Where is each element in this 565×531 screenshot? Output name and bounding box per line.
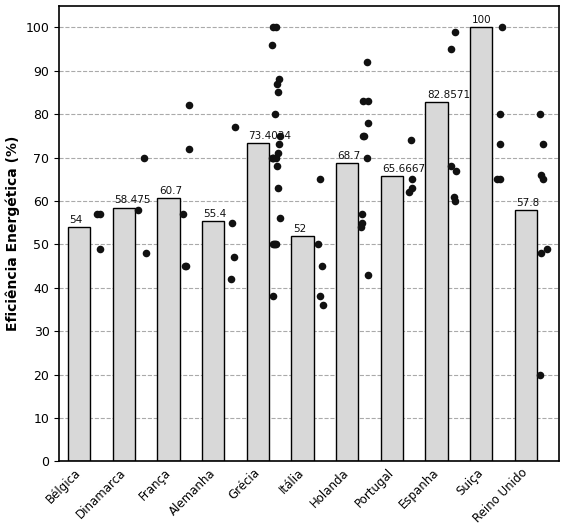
Point bbox=[447, 45, 456, 53]
Point bbox=[231, 123, 240, 131]
Point bbox=[179, 210, 188, 218]
Point bbox=[268, 153, 277, 162]
Y-axis label: Eficiência Energética (%): Eficiência Energética (%) bbox=[6, 136, 20, 331]
Point bbox=[446, 162, 455, 170]
Point bbox=[407, 175, 416, 184]
Text: 55.4: 55.4 bbox=[203, 209, 227, 219]
Point bbox=[357, 222, 366, 231]
Point bbox=[537, 249, 546, 258]
Point bbox=[276, 132, 285, 140]
Bar bbox=[292, 236, 314, 461]
Text: 65.6667: 65.6667 bbox=[382, 164, 425, 174]
Point bbox=[270, 240, 279, 249]
Point bbox=[181, 262, 190, 270]
Point bbox=[268, 240, 277, 249]
Point bbox=[407, 136, 416, 144]
Point bbox=[362, 58, 371, 66]
Point bbox=[318, 262, 327, 270]
Point bbox=[272, 80, 281, 88]
Point bbox=[316, 175, 325, 184]
Bar bbox=[336, 163, 358, 461]
Bar bbox=[158, 198, 180, 461]
Point bbox=[495, 140, 504, 149]
Bar bbox=[247, 143, 269, 461]
Text: 68.7: 68.7 bbox=[337, 151, 360, 161]
Point bbox=[139, 153, 148, 162]
Point bbox=[360, 132, 369, 140]
Text: 82.8571: 82.8571 bbox=[427, 90, 470, 99]
Bar bbox=[470, 27, 493, 461]
Point bbox=[184, 101, 193, 110]
Point bbox=[537, 170, 546, 179]
Point bbox=[319, 301, 328, 310]
Point bbox=[275, 140, 284, 149]
Text: 60.7: 60.7 bbox=[159, 186, 182, 196]
Point bbox=[268, 153, 277, 162]
Point bbox=[270, 240, 279, 249]
Point bbox=[536, 370, 545, 379]
Point bbox=[273, 88, 282, 97]
Point bbox=[268, 292, 277, 301]
Point bbox=[358, 218, 367, 227]
Point bbox=[274, 75, 283, 83]
Point bbox=[142, 249, 151, 258]
Point bbox=[228, 218, 237, 227]
Point bbox=[405, 188, 414, 196]
Point bbox=[270, 110, 279, 118]
Point bbox=[363, 270, 372, 279]
Point bbox=[271, 240, 280, 249]
Point bbox=[92, 210, 101, 218]
Bar bbox=[515, 210, 537, 461]
Point bbox=[267, 153, 276, 162]
Point bbox=[269, 23, 278, 31]
Point bbox=[450, 192, 459, 201]
Point bbox=[274, 149, 283, 157]
Text: 57.8: 57.8 bbox=[516, 198, 540, 208]
Bar bbox=[68, 227, 90, 461]
Point bbox=[314, 240, 323, 249]
Point bbox=[185, 144, 194, 153]
Point bbox=[408, 184, 417, 192]
Point bbox=[362, 153, 371, 162]
Point bbox=[359, 132, 368, 140]
Point bbox=[229, 253, 238, 262]
Point bbox=[450, 196, 459, 205]
Point bbox=[95, 210, 104, 218]
Point bbox=[496, 110, 505, 118]
Point bbox=[363, 118, 372, 127]
Point bbox=[359, 97, 368, 105]
Point bbox=[273, 184, 282, 192]
Point bbox=[271, 153, 280, 162]
Point bbox=[451, 166, 460, 175]
Point bbox=[538, 140, 547, 149]
Text: 52: 52 bbox=[293, 224, 306, 234]
Bar bbox=[113, 208, 135, 461]
Point bbox=[538, 175, 547, 184]
Bar bbox=[202, 221, 224, 461]
Text: 54: 54 bbox=[69, 215, 82, 225]
Point bbox=[267, 40, 276, 49]
Point bbox=[358, 210, 367, 218]
Point bbox=[272, 23, 281, 31]
Point bbox=[181, 262, 190, 270]
Point bbox=[364, 97, 373, 105]
Text: 58.475: 58.475 bbox=[114, 195, 151, 205]
Bar bbox=[425, 102, 448, 461]
Point bbox=[495, 175, 504, 184]
Text: 100: 100 bbox=[471, 15, 491, 25]
Bar bbox=[381, 176, 403, 461]
Point bbox=[276, 214, 285, 222]
Point bbox=[273, 162, 282, 170]
Point bbox=[96, 244, 105, 253]
Text: 73.4034: 73.4034 bbox=[248, 131, 291, 141]
Point bbox=[535, 110, 544, 118]
Point bbox=[497, 23, 506, 31]
Point bbox=[134, 205, 143, 214]
Point bbox=[315, 292, 324, 301]
Point bbox=[450, 28, 459, 36]
Point bbox=[226, 275, 235, 284]
Point bbox=[542, 244, 551, 253]
Point bbox=[493, 175, 502, 184]
